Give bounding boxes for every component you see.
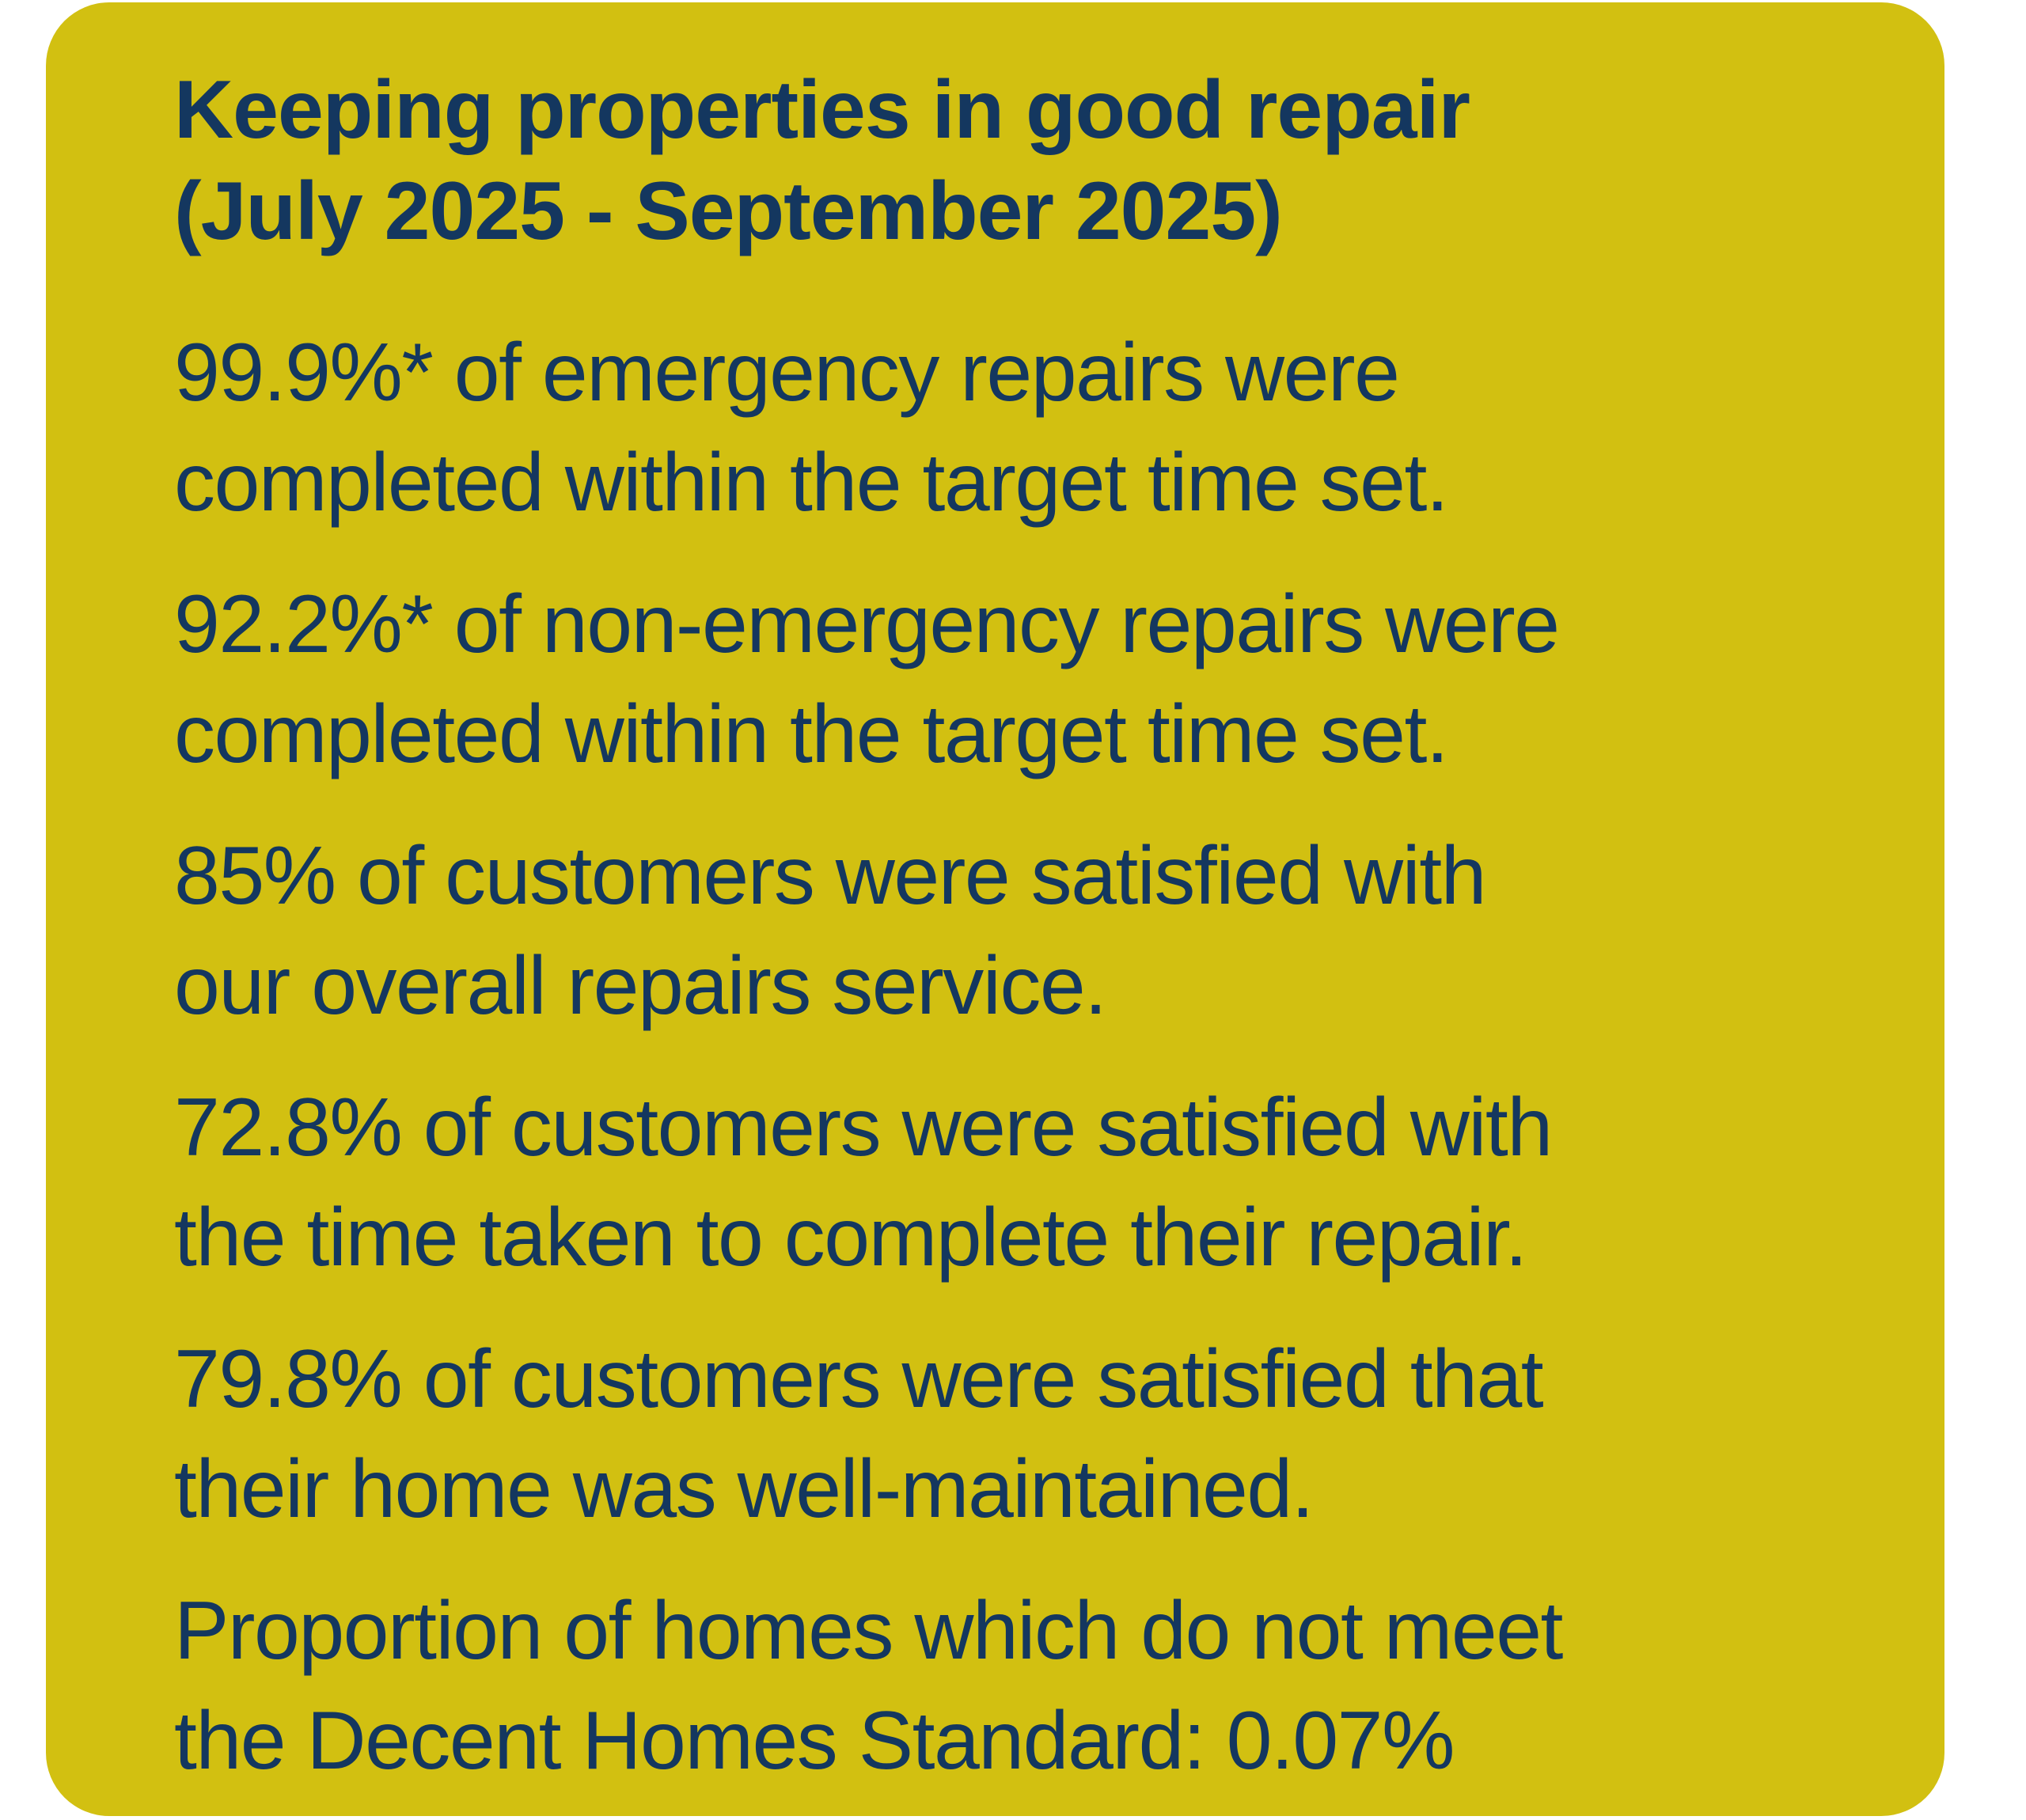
- stat-non-emergency-repairs: 92.2%* of non-emergency repairs were com…: [174, 570, 1873, 790]
- stat-decent-homes-standard: Proportion of homes which do not meet th…: [174, 1576, 1873, 1796]
- stat-line: the Decent Homes Standard: 0.07%: [174, 1695, 1455, 1787]
- card-title-line-2: (July 2025 - September 2025): [174, 165, 1283, 257]
- stat-line: the time taken to complete their repair.: [174, 1192, 1527, 1283]
- stat-line: our overall repairs service.: [174, 940, 1107, 1032]
- stat-line: 85% of customers were satisfied with: [174, 830, 1486, 922]
- stat-overall-repairs-satisfaction: 85% of customers were satisfied with our…: [174, 821, 1873, 1041]
- stat-emergency-repairs: 99.9%* of emergency repairs were complet…: [174, 318, 1873, 538]
- stat-time-taken-satisfaction: 72.8% of customers were satisfied with t…: [174, 1073, 1873, 1293]
- stat-line: completed within the target time set.: [174, 688, 1449, 780]
- stat-line: 79.8% of customers were satisfied that: [174, 1333, 1544, 1425]
- stat-line: 99.9%* of emergency repairs were: [174, 327, 1400, 419]
- card-title: Keeping properties in good repair (July …: [174, 59, 1873, 262]
- stat-well-maintained-satisfaction: 79.8% of customers were satisfied that t…: [174, 1325, 1873, 1545]
- stat-line: completed within the target time set.: [174, 437, 1449, 529]
- stat-line: 72.8% of customers were satisfied with: [174, 1082, 1553, 1174]
- card-title-line-1: Keeping properties in good repair: [174, 64, 1470, 156]
- stat-line: 92.2%* of non-emergency repairs were: [174, 578, 1560, 670]
- stats-list: 99.9%* of emergency repairs were complet…: [174, 318, 1873, 1796]
- stat-line: their home was well-maintained.: [174, 1443, 1315, 1535]
- stat-line: Proportion of homes which do not meet: [174, 1585, 1563, 1677]
- info-card: Keeping properties in good repair (July …: [46, 2, 1944, 1816]
